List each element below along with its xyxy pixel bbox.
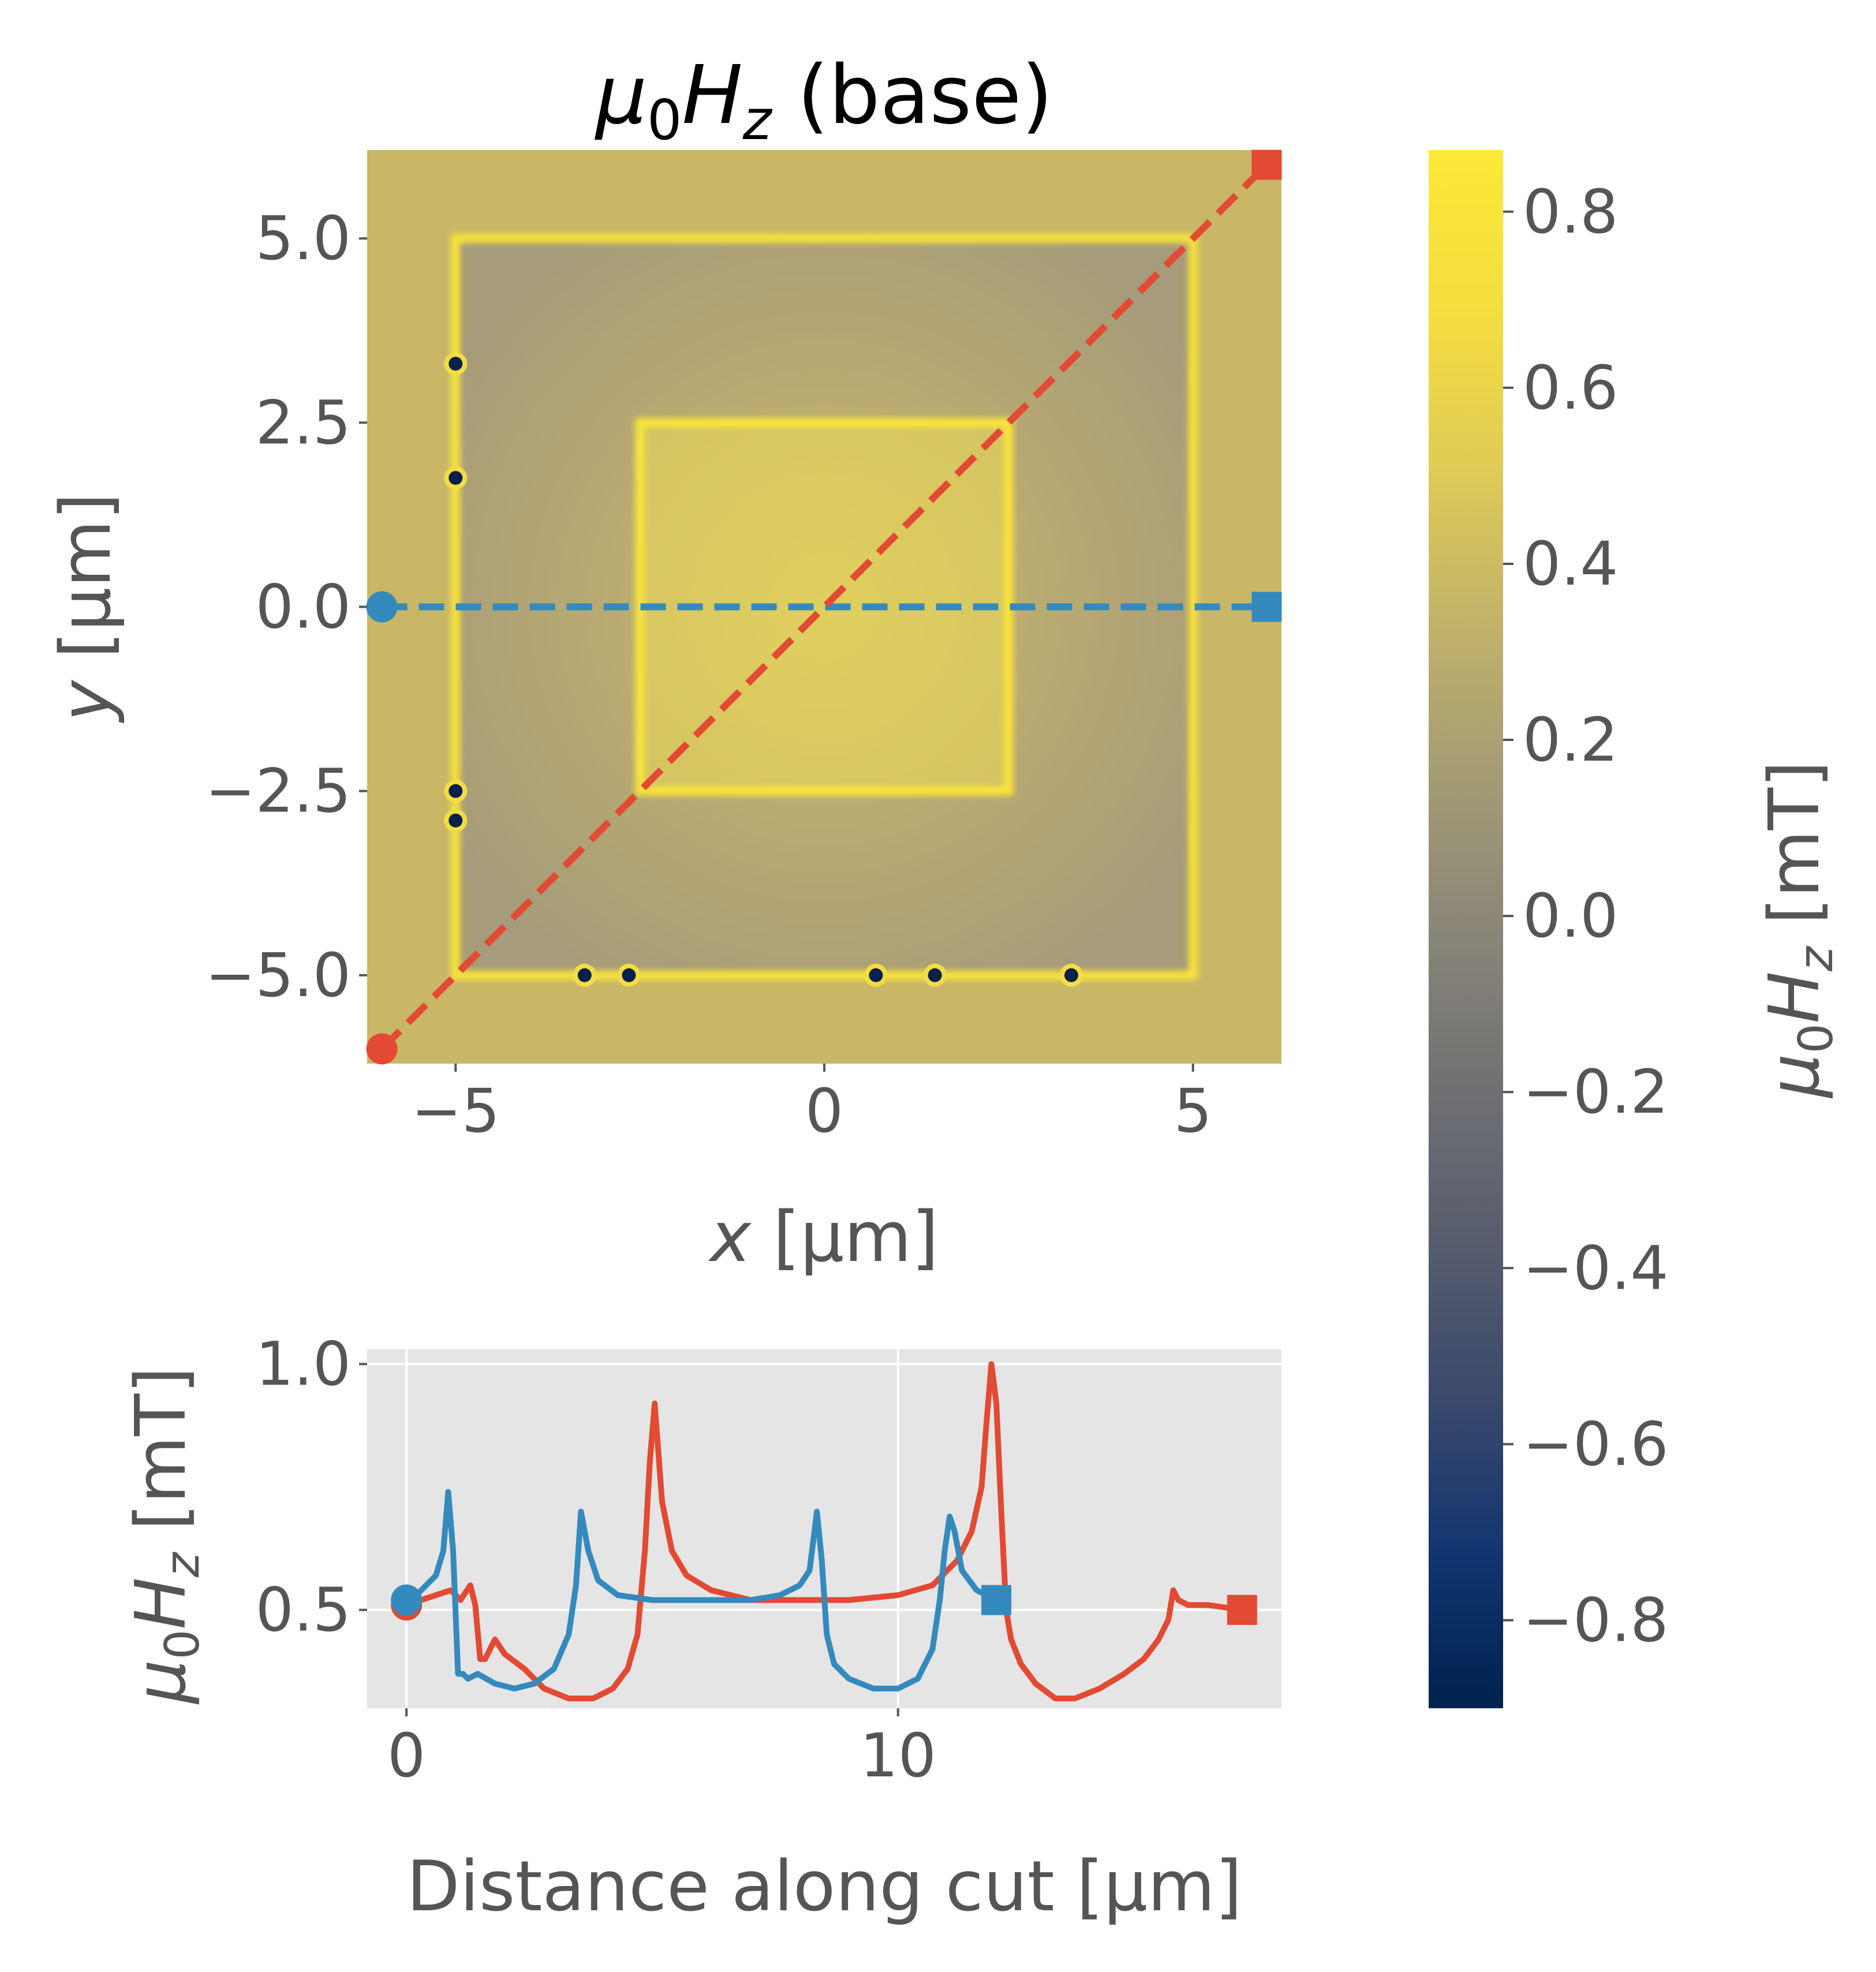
dark-spot <box>1064 968 1078 982</box>
heatmap-y-tick-label: 2.5 <box>256 387 351 458</box>
profile-end-marker-1 <box>981 1585 1012 1615</box>
colorbar-tick-label: −0.2 <box>1523 1057 1669 1127</box>
dark-spot <box>449 471 463 485</box>
heatmap-y-tick-label: 0.0 <box>256 572 351 642</box>
profile-end-marker-0 <box>1227 1595 1257 1625</box>
colorbar-tick-label: 0.8 <box>1523 177 1618 247</box>
heatmap-x-tick-label: −5 <box>412 1076 500 1146</box>
dark-spot <box>869 968 883 982</box>
line-profile-background <box>367 1349 1281 1708</box>
line-profile-y-axis-label: μ0Hz [mT] <box>121 1367 210 1705</box>
heatmap-x-tick-label: 0 <box>805 1076 843 1146</box>
heatmap-x-tick-label: 5 <box>1174 1076 1212 1146</box>
profile-y-tick-label: 1.0 <box>256 1329 351 1400</box>
colorbar-tick-label: 0.0 <box>1523 881 1618 951</box>
heatmap-y-tick-label: 5.0 <box>256 203 351 274</box>
cut-start-marker-horizontal <box>366 591 398 623</box>
colorbar-gradient <box>1429 150 1503 1708</box>
heatmap-x-axis-label: x [μm] <box>708 1198 939 1278</box>
colorbar-tick-label: 0.4 <box>1523 529 1618 599</box>
cut-line-diagonal <box>379 162 1269 1052</box>
heatmap-cut-lines <box>366 149 1282 1065</box>
profile-x-tick-label: 0 <box>387 1720 425 1791</box>
colorbar: 0.8 0.6 0.4 0.2 0.0 −0.2 −0.4 −0.6 −0.8 μ0Hz [mT… <box>1429 150 1844 1708</box>
colorbar-tick-label: 0.2 <box>1523 705 1618 775</box>
dark-spot <box>622 968 636 982</box>
profile-line-0 <box>405 1361 1243 1701</box>
heatmap-x-ticks: −5 0 5 <box>412 1064 1212 1146</box>
heatmap-y-tick-label: −5.0 <box>205 940 351 1011</box>
colorbar-tick-label: 0.6 <box>1523 353 1618 423</box>
colorbar-ticks: 0.8 0.6 0.4 0.2 0.0 −0.2 −0.4 −0.6 −0.8 <box>1503 177 1669 1655</box>
line-profile-x-ticks: 0 10 <box>387 1708 936 1791</box>
heatmap-panel: −5 0 5 5.0 2.5 0.0 −2.5 −5.0 x [μm] y [μm] <box>46 149 1282 1278</box>
colorbar-tick-label: −0.8 <box>1523 1585 1669 1655</box>
line-profile-x-axis-label: Distance along cut [μm] <box>406 1847 1242 1927</box>
dark-spot <box>449 813 463 828</box>
colorbar-tick-label: −0.6 <box>1523 1409 1669 1479</box>
figure-title: μ0Hz (base) <box>595 48 1053 152</box>
heatmap-dark-spots <box>444 352 1083 987</box>
colorbar-tick-label: −0.4 <box>1523 1233 1669 1303</box>
dark-spot <box>577 968 592 982</box>
colorbar-label: μ0Hz [mT] <box>1755 761 1844 1099</box>
heatmap-y-tick-label: −2.5 <box>205 756 351 826</box>
dark-spot <box>449 357 463 371</box>
cut-start-marker-diagonal <box>366 1033 398 1065</box>
heatmap-y-axis-label: y [μm] <box>46 493 126 723</box>
line-profile-y-ticks: 1.0 0.5 <box>256 1329 367 1645</box>
dark-spot <box>928 968 942 982</box>
profile-y-tick-label: 0.5 <box>256 1575 351 1645</box>
line-profile-series <box>405 1361 1243 1701</box>
heatmap-y-ticks: 5.0 2.5 0.0 −2.5 −5.0 <box>205 203 367 1011</box>
dark-spot <box>449 784 463 798</box>
inner-square-edge <box>635 418 1014 796</box>
cut-end-marker-horizontal <box>1251 592 1282 622</box>
cut-end-marker-diagonal <box>1251 149 1282 180</box>
line-profile-endpoints <box>391 1584 1257 1625</box>
profile-line-1 <box>405 1489 998 1692</box>
profile-start-marker-1 <box>391 1584 423 1616</box>
outer-square-edge <box>451 234 1198 980</box>
line-profile-panel: 0 10 1.0 0.5 Distance along cut [μm] μ0Hz … <box>121 1329 1281 1927</box>
profile-x-tick-label: 10 <box>860 1720 936 1791</box>
